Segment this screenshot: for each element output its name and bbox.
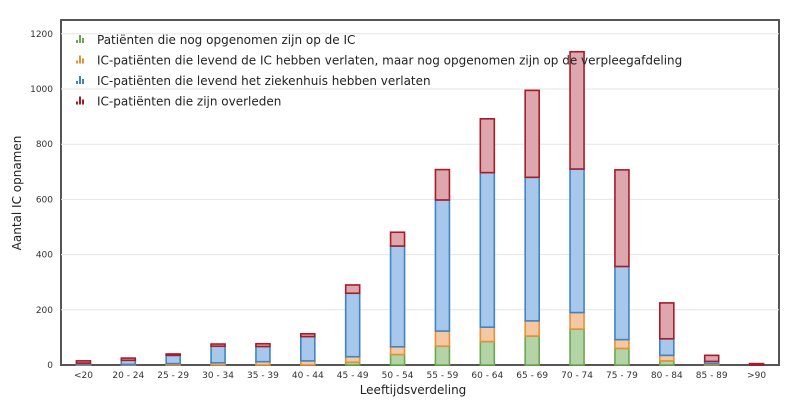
legend-label: IC-patiënten die levend de IC hebben ver… [97, 54, 682, 68]
bar-segment-series-3 [344, 292, 361, 358]
y-tick-label: 0 [47, 361, 53, 371]
x-tick-label: 60 - 64 [471, 371, 503, 381]
legend-swatch-icon [76, 55, 84, 64]
y-tick-label: 600 [36, 195, 53, 205]
bar-segment-series-2 [524, 320, 540, 337]
bar-segment-series-3 [479, 171, 496, 328]
bar-segment-series-2 [344, 355, 361, 364]
bar-segment-series-3 [569, 168, 585, 314]
bars [75, 50, 765, 366]
y-tick-label: 400 [36, 251, 53, 261]
bar-segment-series-4 [748, 362, 765, 366]
bar-segment-series-3 [389, 245, 406, 348]
bar-segment-series-3 [524, 176, 540, 322]
bar-segment-series-4 [703, 354, 720, 363]
bar-segment-series-4 [434, 168, 451, 201]
bar-segment-series-4 [479, 118, 496, 174]
bar-segment-series-4 [75, 360, 92, 364]
y-axis-title: Aantal IC opnamen [10, 136, 24, 251]
y-tick-labels: 0 200 400 600 800 1000 1200 [30, 30, 53, 371]
x-tick-label: 20 - 24 [112, 371, 144, 381]
bar-segment-series-1 [479, 340, 496, 366]
legend-swatch-icon [76, 76, 84, 84]
x-tick-label: 30 - 34 [202, 371, 234, 381]
bar-segment-series-1 [524, 335, 540, 366]
bar-segment-series-4 [210, 343, 226, 348]
legend-swatch-icon [76, 35, 84, 43]
x-tick-label: >90 [747, 371, 766, 381]
bar-segment-series-4 [389, 231, 406, 247]
x-tick-labels: <20 20 - 24 25 - 29 30 - 34 35 - 39 40 - 44 45… [74, 371, 766, 381]
bar-segment-series-4 [524, 89, 540, 179]
bar-segment-series-1 [614, 347, 630, 366]
bar-segment-series-3 [434, 199, 451, 332]
bar-segment-series-3 [614, 265, 630, 341]
bar-segment-series-1 [434, 345, 451, 366]
legend-item: IC-patiënten die zijn overleden [76, 95, 281, 109]
bar-segment-series-4 [255, 342, 271, 348]
legend-label: IC-patiënten die levend het ziekenhuis h… [97, 74, 431, 88]
x-tick-label: 65 - 69 [516, 371, 548, 381]
bar-segment-series-2 [479, 326, 496, 343]
bar-segment-series-3 [659, 337, 675, 357]
y-tick-label: 800 [36, 140, 53, 150]
bar-segment-series-4 [344, 284, 361, 295]
bar-segment-series-2 [659, 354, 675, 362]
bar-segment-series-3 [210, 345, 226, 364]
legend-label: Patiënten die nog opgenomen zijn op de I… [97, 33, 355, 47]
x-tick-label: 75 - 79 [606, 371, 638, 381]
gridlines [61, 33, 779, 311]
x-tick-label: 45 - 49 [337, 371, 369, 381]
bar-segment-series-1 [389, 353, 406, 366]
legend-item: IC-patiënten die levend de IC hebben ver… [76, 54, 682, 68]
bar-segment-series-2 [569, 311, 585, 330]
y-tick-label: 1200 [30, 30, 53, 40]
legend-item: IC-patiënten die levend het ziekenhuis h… [76, 74, 431, 88]
x-tick-label: 55 - 59 [427, 371, 459, 381]
legend-label: IC-patiënten die zijn overleden [97, 95, 281, 109]
bar-segment-series-2 [614, 338, 630, 350]
bar-segment-series-2 [389, 345, 406, 356]
x-tick-label: <20 [74, 371, 93, 381]
legend: Patiënten die nog opgenomen zijn op de I… [76, 33, 682, 109]
x-tick-label: 35 - 39 [247, 371, 279, 381]
x-tick-label: 25 - 29 [157, 371, 189, 381]
y-tick-label: 200 [36, 306, 53, 316]
bar-segment-series-2 [434, 330, 451, 348]
bar-segment-series-4 [569, 50, 585, 170]
y-tick-label: 1000 [30, 85, 53, 95]
bar-segment-series-4 [614, 169, 630, 268]
bar-segment-series-3 [165, 354, 181, 365]
x-axis-title: Leeftijdsverdeling [360, 383, 467, 397]
x-tick-label: 85 - 89 [696, 371, 728, 381]
bar-segment-series-4 [659, 302, 675, 340]
x-tick-label: 50 - 54 [382, 371, 414, 381]
x-tick-label: 40 - 44 [292, 371, 324, 381]
bar-segment-series-3 [255, 345, 271, 363]
bar-segment-series-4 [120, 357, 137, 362]
legend-swatch-icon [76, 96, 84, 105]
bar-segment-series-3 [300, 335, 316, 362]
bar-segment-series-4 [300, 333, 316, 338]
legend-item: Patiënten die nog opgenomen zijn op de I… [76, 33, 355, 47]
x-tick-label: 80 - 84 [651, 371, 683, 381]
bar-segment-series-1 [569, 328, 585, 366]
x-tick-label: 70 - 74 [561, 371, 593, 381]
bar-segment-series-4 [165, 353, 181, 357]
